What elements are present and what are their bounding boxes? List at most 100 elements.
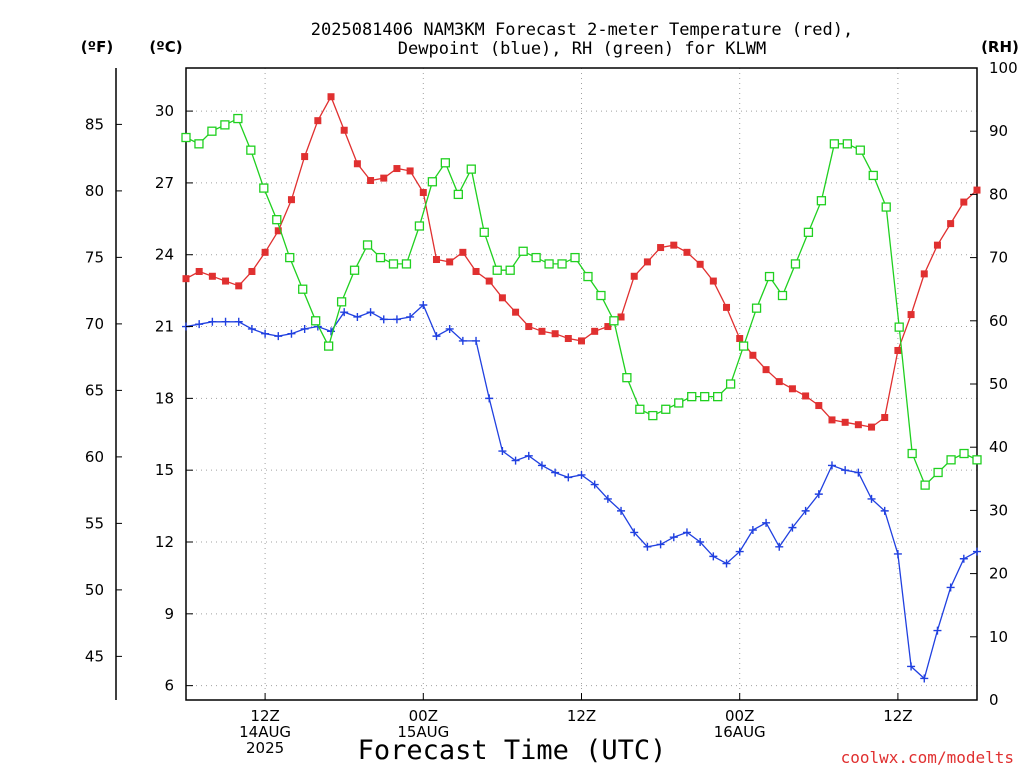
fahrenheit-tick-label: 65 <box>85 381 104 399</box>
dewpoint-point <box>617 506 626 515</box>
series-layer <box>181 93 982 683</box>
dewpoint-point <box>392 315 401 324</box>
dewpoint-point <box>920 674 929 683</box>
temperature-point <box>947 220 955 228</box>
rh-point <box>492 265 502 275</box>
rh-point <box>635 404 645 414</box>
x-tick-label: 12Z <box>883 707 912 725</box>
dewpoint-point <box>788 523 797 532</box>
temperature-point <box>182 275 190 283</box>
credit-text: coolwx.com/modelts <box>841 748 1014 767</box>
dewpoint-point <box>366 308 375 317</box>
dewpoint-point <box>300 324 309 333</box>
temperature-point <box>222 277 230 285</box>
dewpoint-point <box>603 494 612 503</box>
rh-point <box>336 297 347 307</box>
celsius-tick-label: 15 <box>155 461 174 479</box>
fahrenheit-tick-label: 75 <box>85 248 104 266</box>
rh-point <box>881 202 891 212</box>
celsius-tick-label: 18 <box>155 389 174 407</box>
grid-layer <box>186 68 977 700</box>
rh-point <box>674 398 684 408</box>
rh-tick-label: 60 <box>989 312 1008 330</box>
temperature-point <box>301 153 309 161</box>
dewpoint-point <box>432 332 441 341</box>
dewpoint-point <box>445 324 454 333</box>
rh-point <box>194 139 204 149</box>
rh-point <box>375 252 386 263</box>
celsius-unit-label: (ºC) <box>149 38 182 56</box>
rh-point <box>349 265 360 275</box>
temperature-point <box>815 402 823 410</box>
dewpoint-point <box>946 583 955 592</box>
fahrenheit-tick-label: 45 <box>85 647 104 665</box>
temperature-point <box>367 177 375 185</box>
rh-tick-label: 100 <box>989 59 1018 77</box>
celsius-tick-label: 27 <box>155 174 174 192</box>
rh-point <box>388 259 399 269</box>
temperature-point <box>802 392 810 400</box>
rh-tick-label: 0 <box>989 691 999 709</box>
celsius-tick-label: 30 <box>155 102 174 120</box>
axes-layer <box>115 67 978 701</box>
temperature-point <box>419 188 427 196</box>
rh-tick-label: 30 <box>989 501 1008 519</box>
fahrenheit-tick-label: 60 <box>85 448 104 466</box>
temperature-point <box>472 267 480 275</box>
rh-tick-label: 50 <box>989 375 1008 393</box>
rh-point <box>401 259 412 269</box>
dewpoint-point <box>643 542 652 551</box>
chart-title: 2025081406 NAM3KM Forecast 2-meter Tempe… <box>311 20 853 59</box>
temperature-point <box>564 335 572 343</box>
fahrenheit-tick-label: 70 <box>85 315 104 333</box>
temperature-point <box>459 248 467 256</box>
rh-point <box>725 379 736 389</box>
temperature-point <box>696 260 704 268</box>
x-tick-label: 00Z <box>725 707 754 725</box>
dewpoint-point <box>854 468 863 477</box>
rh-point <box>440 158 450 168</box>
temperature-point <box>314 117 322 125</box>
rh-point <box>583 271 593 282</box>
dewpoint-point <box>735 547 744 556</box>
temperature-point <box>841 418 849 426</box>
rh-point <box>557 259 567 269</box>
temperature-point <box>775 378 783 386</box>
temperature-point <box>406 167 414 175</box>
temperature-point <box>762 366 770 374</box>
fahrenheit-tick-label: 80 <box>85 182 104 200</box>
rh-point <box>803 227 814 237</box>
rh-point <box>972 455 982 465</box>
temperature-point <box>973 186 981 194</box>
rh-point <box>946 455 956 465</box>
celsius-tick-label: 21 <box>155 318 174 336</box>
fahrenheit-tick-label: 50 <box>85 581 104 599</box>
temperature-point <box>630 272 638 280</box>
x-tick-label: 16AUG <box>714 723 766 741</box>
temperature-point <box>498 294 506 302</box>
x-tick-label: 12Z <box>250 707 279 725</box>
temperature-point <box>432 256 440 264</box>
temperature-point <box>723 303 731 311</box>
dewpoint-point <box>867 494 876 503</box>
rh-point <box>790 259 801 269</box>
dewpoint-point <box>709 552 718 561</box>
dewpoint-point <box>696 538 705 546</box>
dewpoint-point <box>630 528 639 537</box>
temperature-point <box>551 330 559 338</box>
rh-point <box>609 316 619 326</box>
temperature-point <box>643 258 651 266</box>
temperature-point <box>235 282 243 290</box>
rh-point <box>362 240 373 250</box>
temperature-point <box>591 327 599 335</box>
temperature-point <box>353 160 361 168</box>
dewpoint-point <box>511 456 520 465</box>
temperature-point <box>894 346 902 354</box>
rh-point <box>933 467 943 478</box>
rh-point <box>505 265 515 275</box>
rh-point <box>661 404 671 414</box>
rh-point <box>570 252 580 263</box>
dewpoint-point <box>590 480 599 489</box>
dewpoint-point <box>669 533 678 542</box>
fahrenheit-tick-label: 55 <box>85 514 104 532</box>
